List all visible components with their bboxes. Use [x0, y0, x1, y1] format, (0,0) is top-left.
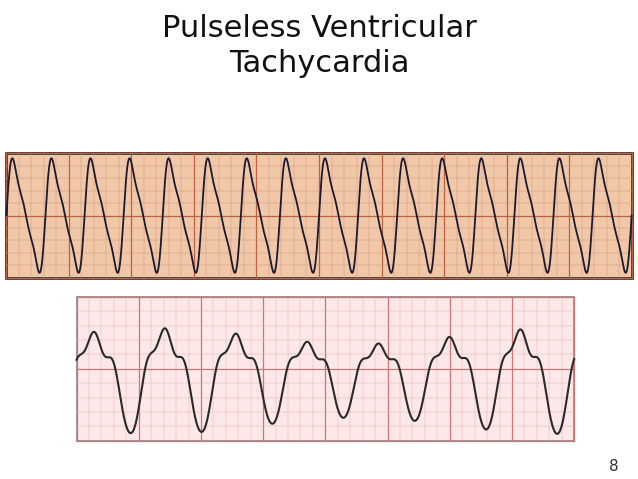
Bar — [77, 297, 574, 441]
Text: Pulseless Ventricular
Tachycardia: Pulseless Ventricular Tachycardia — [161, 14, 477, 78]
Text: 8: 8 — [609, 459, 619, 474]
Bar — [6, 153, 632, 278]
